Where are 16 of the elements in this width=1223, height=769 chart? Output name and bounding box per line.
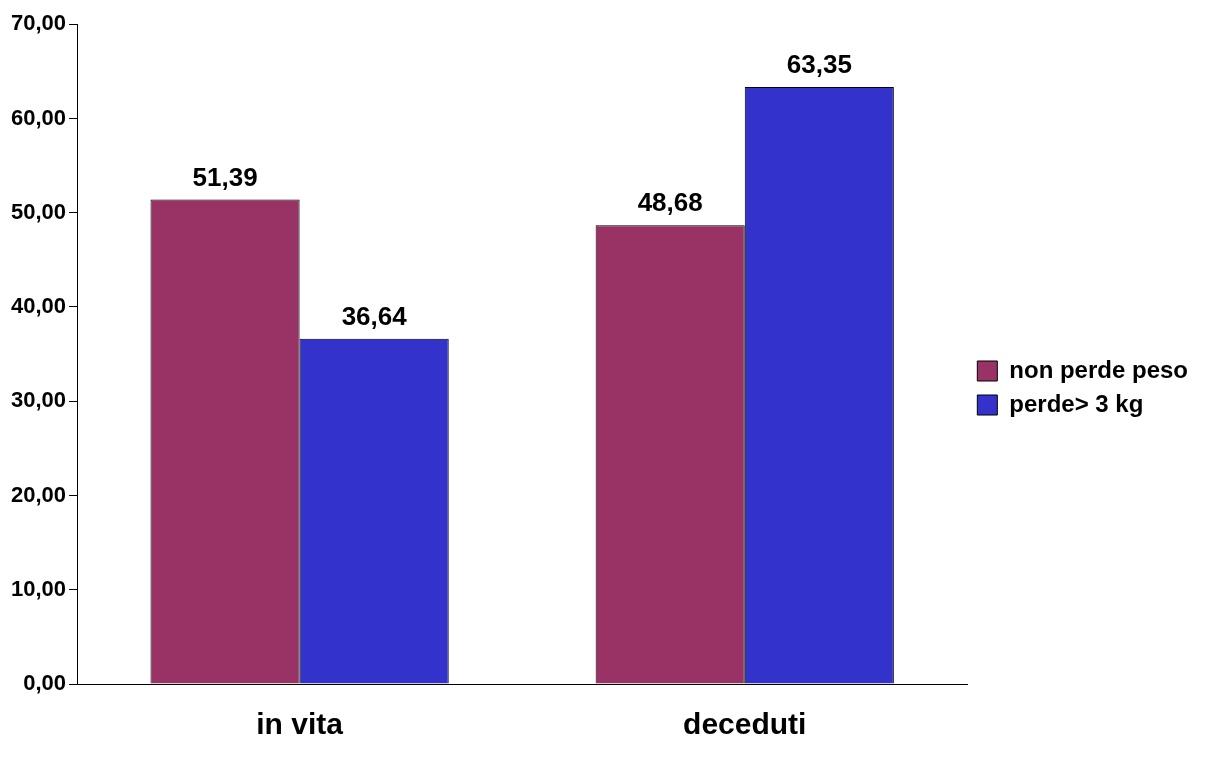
legend-label: non perde peso [1009, 355, 1188, 383]
x-tick-label: in vita [256, 707, 344, 741]
data-label: 36,64 [341, 300, 408, 331]
y-tick-label: 20,00 [10, 481, 67, 507]
data-label: 51,39 [192, 161, 258, 192]
y-tick-label: 60,00 [10, 104, 67, 130]
x-tick-label: deceduti [683, 707, 807, 741]
y-tick-label: 70,00 [10, 10, 67, 36]
data-label: 48,68 [637, 187, 703, 218]
y-tick-label: 50,00 [10, 198, 67, 224]
data-label: 63,35 [786, 49, 852, 80]
y-tick-label: 10,00 [10, 575, 67, 601]
y-tick-label: 0,00 [23, 670, 67, 696]
y-tick-label: 30,00 [10, 387, 67, 413]
y-tick-label: 40,00 [10, 293, 67, 319]
legend-label: perde> 3 kg [1009, 389, 1144, 417]
